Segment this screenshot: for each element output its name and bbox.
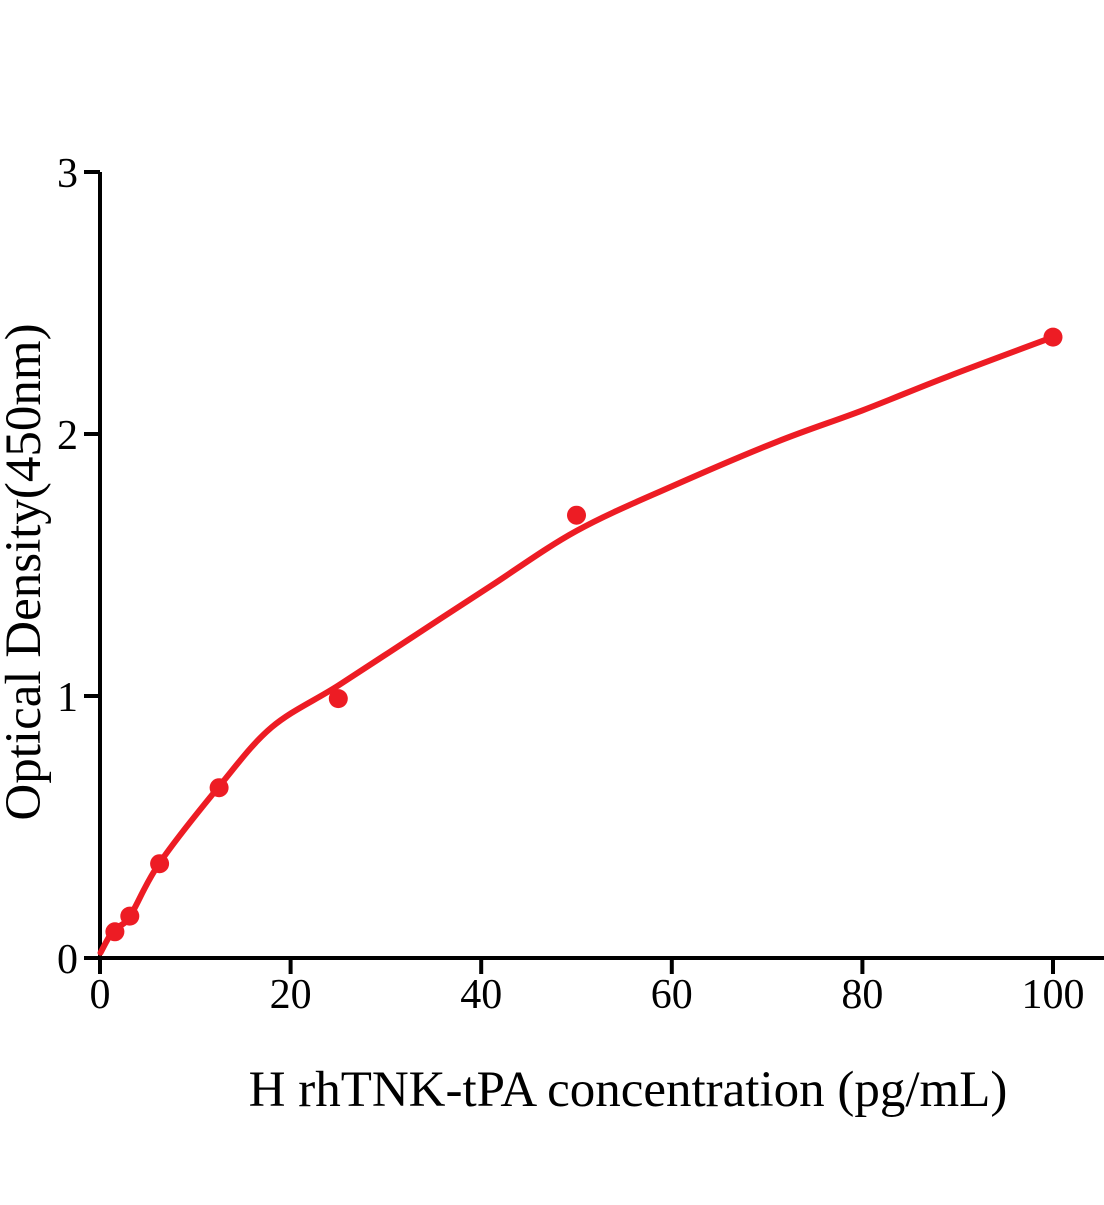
fit-curve-path (97, 334, 1056, 956)
y-tick-label: 0 (57, 937, 78, 983)
x-tick-label: 0 (90, 972, 111, 1018)
axis-tick-labels: 0 1 2 3 0 20 40 60 80 100 (57, 151, 1085, 1018)
x-axis-title: H rhTNK-tPA concentration (pg/mL) (249, 1062, 1008, 1118)
data-point (328, 689, 348, 709)
fit-curve (97, 334, 1056, 956)
data-point (120, 906, 140, 926)
x-tick-label: 80 (841, 972, 883, 1018)
axis-ticks (84, 170, 1055, 974)
y-tick-label: 3 (57, 151, 78, 197)
axes (98, 172, 1104, 960)
y-axis-title: Optical Density(450nm) (0, 323, 52, 820)
y-tick-label: 2 (57, 413, 78, 459)
x-tick-label: 100 (1022, 972, 1085, 1018)
x-tick-label: 60 (651, 972, 693, 1018)
x-tick-label: 20 (270, 972, 312, 1018)
data-points (105, 327, 1063, 942)
data-point (150, 854, 170, 874)
data-point (209, 778, 229, 798)
data-point (567, 505, 586, 525)
data-point (105, 922, 125, 942)
y-tick-label: 1 (57, 675, 78, 721)
data-point (1043, 327, 1063, 347)
x-tick-label: 40 (460, 972, 502, 1018)
